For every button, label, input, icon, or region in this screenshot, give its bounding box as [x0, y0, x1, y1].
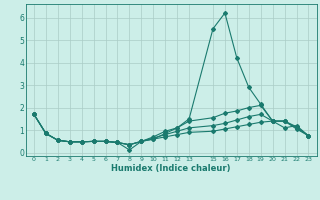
X-axis label: Humidex (Indice chaleur): Humidex (Indice chaleur) — [111, 164, 231, 173]
